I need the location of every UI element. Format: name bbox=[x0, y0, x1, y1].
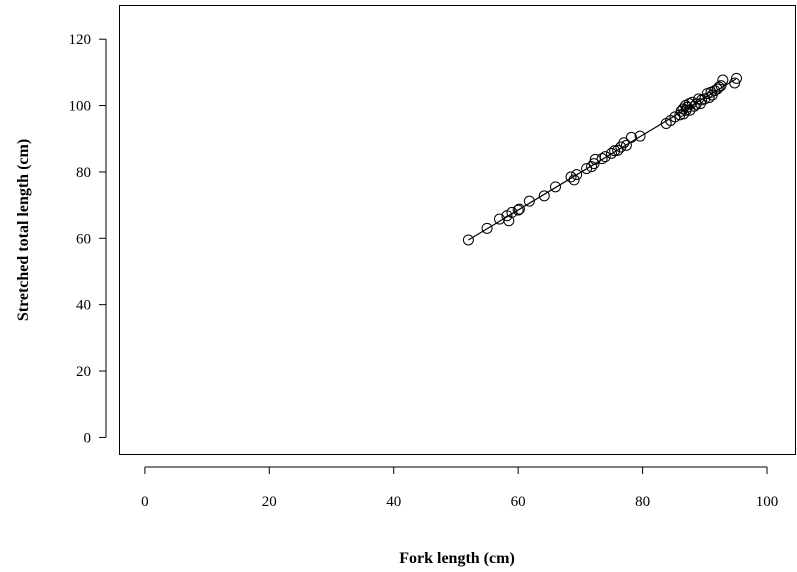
data-point bbox=[612, 144, 624, 156]
data-point bbox=[513, 203, 525, 215]
data-point bbox=[729, 77, 741, 89]
data-point bbox=[586, 161, 598, 173]
data-point bbox=[481, 222, 493, 234]
y-tick-label: 40 bbox=[76, 298, 91, 314]
data-point bbox=[581, 163, 593, 175]
data-point bbox=[703, 92, 715, 104]
data-point bbox=[512, 204, 524, 216]
x-axis: 0 20 40 60 80 100 bbox=[141, 466, 779, 510]
x-tick-label: 100 bbox=[756, 494, 779, 510]
data-point bbox=[568, 174, 580, 186]
data-point bbox=[565, 171, 577, 183]
y-tick-label: 80 bbox=[76, 165, 91, 181]
data-point bbox=[715, 80, 727, 92]
data-point bbox=[549, 181, 561, 193]
data-point bbox=[618, 137, 630, 149]
x-axis-title: Fork length (cm) bbox=[399, 550, 515, 567]
data-point bbox=[731, 72, 743, 84]
data-point bbox=[589, 153, 601, 165]
data-point bbox=[711, 83, 723, 95]
x-tick-label: 20 bbox=[262, 494, 277, 510]
data-point bbox=[625, 131, 637, 143]
x-tick-label: 40 bbox=[386, 494, 401, 510]
data-points bbox=[462, 72, 743, 246]
data-point bbox=[599, 151, 611, 163]
data-point bbox=[523, 195, 535, 207]
y-tick-label: 0 bbox=[84, 430, 92, 446]
data-point bbox=[684, 104, 696, 116]
x-tick-label: 80 bbox=[635, 494, 650, 510]
data-point bbox=[605, 147, 617, 159]
data-point bbox=[571, 169, 583, 181]
data-point bbox=[588, 158, 600, 170]
data-point bbox=[690, 98, 702, 110]
data-point bbox=[678, 108, 690, 120]
y-tick-label: 120 bbox=[69, 32, 92, 48]
plot-frame bbox=[119, 5, 796, 455]
y-axis-title: Stretched total length (cm) bbox=[15, 139, 32, 321]
x-tick-label: 60 bbox=[511, 494, 526, 510]
y-tick-label: 20 bbox=[76, 364, 91, 380]
y-tick-label: 60 bbox=[76, 231, 91, 247]
data-point bbox=[717, 74, 729, 86]
y-axis: 0 20 40 60 80 100 120 bbox=[69, 32, 107, 446]
data-point bbox=[634, 130, 646, 142]
data-point bbox=[620, 139, 632, 151]
y-tick-label: 100 bbox=[69, 99, 92, 115]
data-point bbox=[675, 105, 687, 117]
data-point bbox=[609, 145, 621, 157]
data-point bbox=[538, 190, 550, 202]
data-point bbox=[462, 234, 474, 246]
data-point bbox=[506, 206, 518, 218]
data-point bbox=[713, 81, 725, 93]
x-tick-label: 0 bbox=[141, 494, 149, 510]
data-point bbox=[596, 153, 608, 165]
